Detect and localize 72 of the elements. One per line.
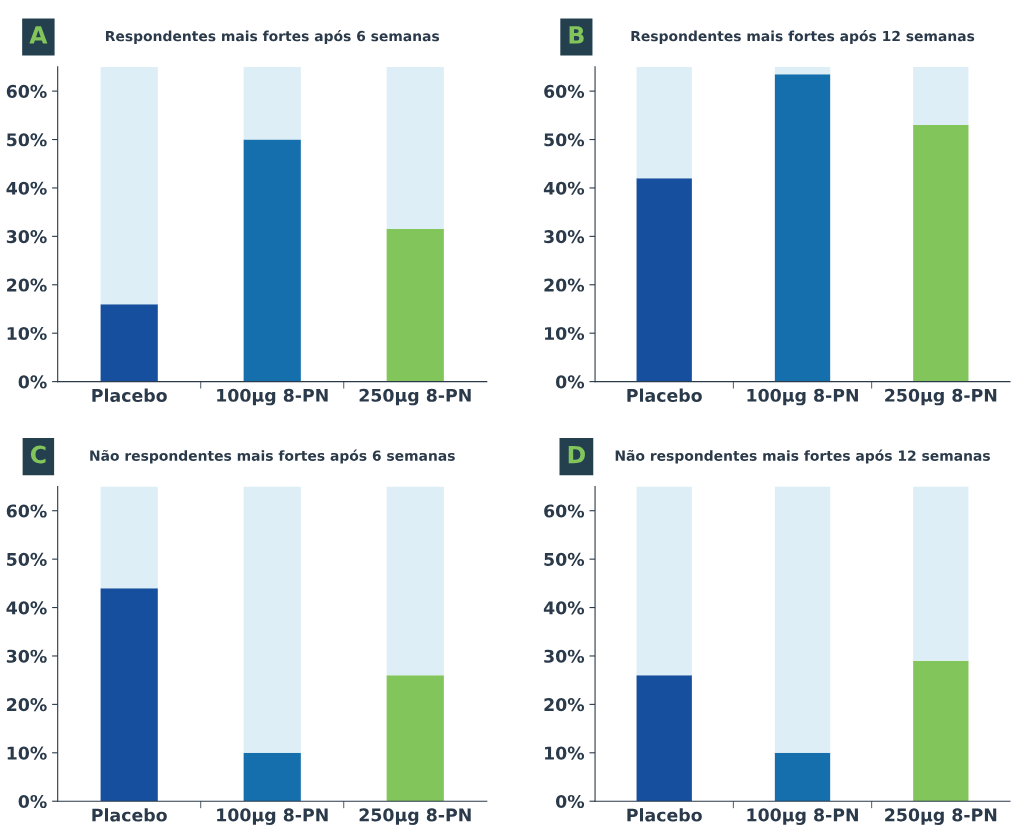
chart-title: Respondentes mais fortes após 6 semanas xyxy=(106,30,440,45)
y-tick-label: 50% xyxy=(544,133,585,147)
y-tick-label: 20% xyxy=(7,698,47,712)
y-tick-label: 40% xyxy=(6,181,47,195)
bar xyxy=(100,588,158,802)
x-tick-label: 100µg 8-PN xyxy=(217,808,328,825)
x-tick-label: 100µg 8-PN xyxy=(747,808,858,825)
y-tick-label: 20% xyxy=(7,278,47,292)
y-tick-label: 60% xyxy=(6,504,47,518)
bar xyxy=(774,486,831,753)
y-tick-label: 40% xyxy=(543,601,585,615)
y-tick-label: 0% xyxy=(18,794,47,809)
y-tick-label: 0% xyxy=(555,375,585,389)
bar xyxy=(386,486,444,676)
y-tick-label: 60% xyxy=(6,84,47,98)
bar xyxy=(913,486,969,661)
bar xyxy=(243,139,301,382)
bar xyxy=(386,675,444,802)
y-tick-label: 40% xyxy=(543,181,585,195)
y-tick-label: 0% xyxy=(18,375,47,389)
bar xyxy=(100,66,158,305)
y-tick-label: 10% xyxy=(7,326,47,341)
bar xyxy=(100,486,158,589)
bar xyxy=(386,66,444,230)
chart-title: Respondentes mais fortes após 12 semanas xyxy=(631,30,975,45)
x-tick-label: 100µg 8-PN xyxy=(217,388,328,406)
y-tick-label: 30% xyxy=(6,649,47,663)
bar xyxy=(774,752,831,802)
y-tick-label: 60% xyxy=(544,84,585,98)
y-tick-label: 0% xyxy=(555,794,585,809)
x-tick-label: Placebo xyxy=(92,388,167,402)
text: C xyxy=(30,445,46,464)
bar xyxy=(636,66,692,179)
x-tick-label: 250µg 8-PN xyxy=(885,808,997,825)
x-tick-label: 250µg 8-PN xyxy=(359,808,471,825)
y-tick-label: 10% xyxy=(7,746,47,760)
y-tick-label: 10% xyxy=(545,746,585,760)
bar xyxy=(913,125,969,382)
y-tick-label: 50% xyxy=(7,552,47,566)
bar xyxy=(243,486,301,753)
chart-title: Não respondentes mais fortes após 12 semanas xyxy=(615,449,990,464)
bar xyxy=(386,229,444,382)
y-tick-label: 50% xyxy=(7,133,47,147)
x-tick-label: 250µg 8-PN xyxy=(359,388,471,406)
bar xyxy=(774,66,831,75)
y-tick-label: 20% xyxy=(544,278,585,292)
chart-title: Não respondentes mais fortes após 6 semanas xyxy=(90,449,455,464)
text: A xyxy=(29,26,48,44)
text: B xyxy=(569,26,584,44)
x-tick-label: Placebo xyxy=(627,808,702,822)
bar xyxy=(774,74,831,382)
bar xyxy=(100,304,158,382)
y-tick-label: 50% xyxy=(544,552,585,566)
bar xyxy=(636,486,692,676)
bar xyxy=(636,675,692,802)
y-tick-label: 60% xyxy=(544,504,585,518)
x-tick-label: Placebo xyxy=(92,808,167,822)
y-tick-label: 30% xyxy=(544,649,585,663)
bar xyxy=(243,752,301,802)
x-tick-label: 100µg 8-PN xyxy=(747,388,858,406)
y-tick-label: 20% xyxy=(544,698,585,712)
bar xyxy=(913,66,969,126)
bar xyxy=(243,66,301,140)
y-tick-label: 10% xyxy=(545,326,585,341)
bar xyxy=(636,178,692,382)
y-tick-label: 30% xyxy=(544,230,585,244)
y-tick-label: 30% xyxy=(6,230,47,244)
y-tick-label: 40% xyxy=(6,601,47,615)
x-tick-label: 250µg 8-PN xyxy=(885,388,997,406)
x-tick-label: Placebo xyxy=(627,388,702,402)
bar xyxy=(913,660,969,802)
text: D xyxy=(568,445,585,464)
